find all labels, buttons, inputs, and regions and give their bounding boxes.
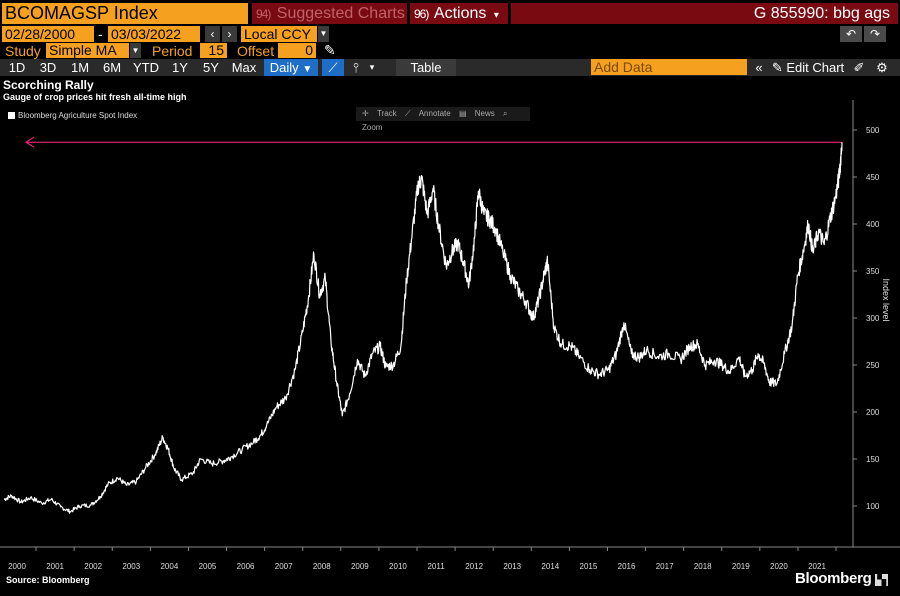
x-tick-label: 2004 [160,562,178,571]
x-tick-label: 2013 [503,562,521,571]
zoom-tool[interactable]: ⌕ Zoom [362,109,508,132]
x-tick-label: 2007 [275,562,293,571]
next-period-button[interactable]: › [222,26,237,42]
table-button[interactable]: Table [396,59,456,76]
y-tick-label: 350 [866,267,880,276]
frequency-select[interactable]: Daily ▼ [264,59,318,76]
x-tick-label: 2014 [541,562,559,571]
x-tick-label: 2010 [389,562,407,571]
x-tick-label: 2001 [46,562,64,571]
pencil-icon[interactable]: ✎ [324,42,336,58]
x-tick-label: 2005 [199,562,217,571]
x-tick-label: 2015 [580,562,598,571]
y-tick-label: 250 [866,361,880,370]
timeframe-5y[interactable]: 5Y [203,60,219,75]
y-tick-label: 200 [866,408,880,417]
legend-swatch [8,112,15,120]
suggested-charts-button[interactable]: 94) Suggested Charts [252,3,407,24]
chart-legend[interactable]: Bloomberg Agriculture Spot Index [8,111,137,120]
collapse-chevrons-icon[interactable]: « [755,60,763,75]
chart-plot-area[interactable]: 100 150 200 250 300 350 400 450 500 Index level 20… [0,100,900,572]
currency-dropdown-icon[interactable]: ▼ [318,26,329,42]
ticker-field[interactable]: BCOMAGSP Index [2,3,248,24]
previous-period-button[interactable]: ‹ [205,26,220,42]
redo-icon[interactable]: ↷ [864,26,886,42]
study-dropdown-icon[interactable]: ▼ [130,43,141,58]
series-line-agriculture-index [3,142,843,514]
suggested-charts-label: Suggested Charts [276,5,405,22]
edit-chart-button[interactable]: ✎ Edit Chart [768,59,848,76]
bloomberg-logo: Bloomberg ▚ [795,570,888,587]
x-tick-label: 2018 [694,562,712,571]
news-tool[interactable]: ▤ News [458,109,495,118]
timeframe-3d[interactable]: 3D [39,60,57,75]
bar-chart-type-icon[interactable]: ⫯ [353,60,359,75]
date-range-separator: - [98,26,103,42]
x-tick-label: 2012 [465,562,483,571]
reference-arrow-icon [25,136,35,148]
y-tick-label: 450 [866,173,880,182]
chart-title: Scorching Rally [3,78,94,92]
x-tick-label: 2016 [618,562,636,571]
timeframe-1d[interactable]: 1D [8,60,26,75]
y-tick-label: 100 [866,502,880,511]
actions-label: Actions [433,5,487,22]
legend-series-name: Bloomberg Agriculture Spot Index [18,111,138,120]
command-bar-fill [511,3,898,24]
chart-code-label: G 855990: bbg ags [753,5,890,22]
y-tick-label: 150 [866,455,880,464]
x-tick-label: 2019 [732,562,750,571]
frequency-dropdown-icon: ▼ [302,64,313,75]
period-label: Period [152,43,193,59]
timeframe-1m[interactable]: 1M [70,60,90,75]
frequency-label: Daily [269,60,299,75]
offset-label: Offset [237,43,275,59]
drawing-tool-icon[interactable]: ✐ [853,60,865,75]
x-tick-label: 2003 [122,562,140,571]
x-tick-label: 2011 [427,562,445,571]
track-tool[interactable]: ✛ Track [362,109,397,118]
x-tick-label: 2009 [351,562,369,571]
undo-icon[interactable]: ↶ [840,26,862,42]
top-command-bar: BCOMAGSP Index 94) Suggested Charts 96) … [0,0,900,26]
y-axis-label: Index level [881,278,891,321]
settings-gear-icon[interactable]: ⚙ [876,60,888,75]
y-tick-label: 400 [866,220,880,229]
chart-type-dropdown-icon[interactable]: ▾ [369,62,375,72]
y-tick-label: 500 [866,126,880,135]
chart-subtitle: Gauge of crop prices hit fresh all-time … [3,92,187,102]
end-date-input[interactable]: 03/03/2022 [108,26,200,42]
edit-chart-label: Edit Chart [786,60,845,75]
y-tick-label: 300 [866,314,880,323]
x-tick-label: 2020 [770,562,788,571]
start-date-input[interactable]: 02/28/2000 [2,26,94,42]
timeframe-ytd[interactable]: YTD [133,60,159,75]
actions-menu-button[interactable]: 96) Actions ▾ [410,3,508,24]
study-label: Study [5,43,41,59]
logo-badge-icon: ▚ [875,574,888,586]
x-tick-label: 2002 [84,562,102,571]
x-tick-label: 2000 [8,562,26,571]
timeframe-max[interactable]: Max [231,60,257,75]
offset-input[interactable]: 0 [278,43,316,58]
timeframe-1y[interactable]: 1Y [172,60,188,75]
timeframe-6m[interactable]: 6M [102,60,122,75]
x-tick-label: 2006 [237,562,255,571]
period-input[interactable]: 15 [200,43,227,58]
actions-dropdown-icon: ▾ [493,10,499,21]
suggested-charts-badge: 94) [256,7,271,21]
annotate-tool[interactable]: ⟋ Annotate [404,109,451,118]
actions-badge: 96) [414,7,429,21]
x-tick-label: 2017 [656,562,674,571]
x-tick-label: 2021 [808,562,826,571]
currency-select[interactable]: Local CCY [241,26,317,42]
edit-pencil-icon: ✎ [771,60,783,75]
add-data-input[interactable]: Add Data [591,59,747,75]
x-tick-label: 2008 [313,562,331,571]
chart-tool-strip: ✛ Track ⟋ Annotate ▤ News ⌕ Zoom [356,107,530,132]
source-note: Source: Bloomberg [6,575,90,585]
study-select[interactable]: Simple MA [46,43,129,58]
line-chart-type-icon[interactable]: ⟋ [322,59,344,76]
